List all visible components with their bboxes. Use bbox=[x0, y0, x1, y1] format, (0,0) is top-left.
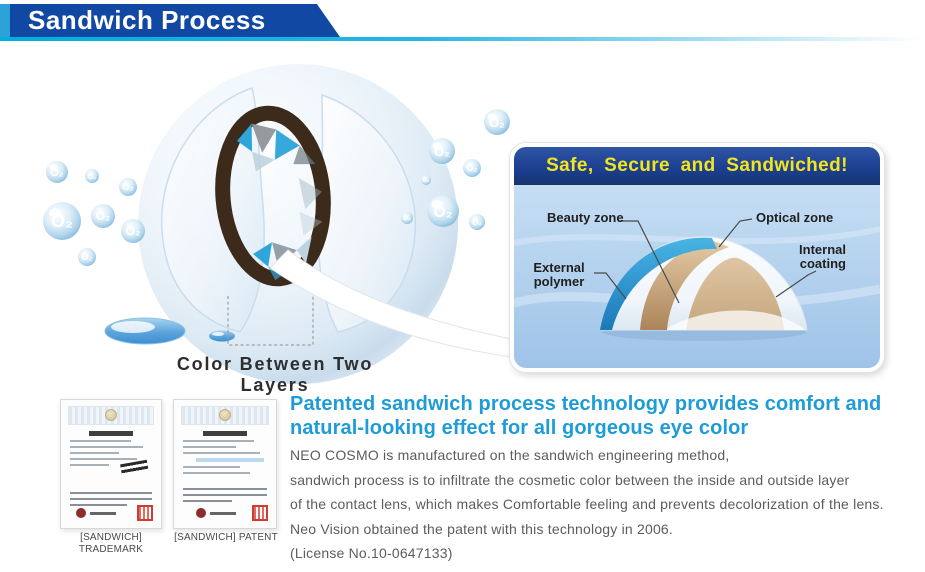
article-heading: Patented sandwich process technology pro… bbox=[290, 392, 920, 440]
certificate-title-placeholder bbox=[203, 431, 247, 436]
body-line: sandwich process is to infiltrate the co… bbox=[290, 471, 850, 488]
label-optical-zone: Optical zone bbox=[756, 210, 834, 225]
heading-line: Patented sandwich process technology pro… bbox=[290, 393, 882, 415]
leader-lines bbox=[594, 218, 817, 304]
svg-text:O₂: O₂ bbox=[82, 252, 93, 262]
body-line: of the contact lens, which makes Comfort… bbox=[290, 496, 884, 512]
cert-text-line bbox=[183, 466, 240, 468]
cert-text-line bbox=[183, 446, 236, 448]
body-line: Neo Vision obtained the patent with this… bbox=[290, 520, 673, 537]
svg-text:O₂: O₂ bbox=[126, 224, 141, 238]
svg-text:O₂: O₂ bbox=[96, 209, 111, 223]
certificate-title-placeholder bbox=[89, 431, 133, 436]
o2-bubble: O₂ bbox=[421, 175, 431, 185]
cert-text-line bbox=[183, 494, 267, 496]
cert-text-line bbox=[183, 488, 267, 490]
certificate-caption: [SANDWICH] PATENT bbox=[174, 531, 278, 543]
body-line: (License No.10-0647133) bbox=[290, 545, 453, 561]
o2-bubble: O₂ bbox=[484, 109, 510, 135]
red-seal-stamp bbox=[252, 505, 268, 521]
header-underline bbox=[0, 37, 925, 41]
o2-bubble: O₂ bbox=[85, 169, 99, 183]
cert-text-line bbox=[70, 464, 109, 466]
page-title: Sandwich Process bbox=[28, 5, 266, 35]
panel-body: Beauty zone Optical zone Internal coatin… bbox=[514, 185, 880, 368]
o2-bubble: O₂ bbox=[427, 195, 459, 227]
certificate-guilloche-band bbox=[181, 406, 269, 425]
o2-bubble: O₂ bbox=[46, 161, 68, 183]
info-panel: Safe, Secure and Sandwiched! bbox=[510, 143, 884, 372]
cert-text-line bbox=[70, 440, 131, 442]
o2-bubble: O₂ bbox=[119, 178, 137, 196]
certificate-emblem bbox=[105, 409, 117, 421]
authority-logo bbox=[196, 508, 206, 518]
certificate-guilloche-band bbox=[68, 406, 154, 425]
label-beauty-zone: Beauty zone bbox=[547, 210, 624, 225]
o2-bubble: O₂ bbox=[121, 219, 145, 243]
red-seal-stamp bbox=[137, 505, 153, 521]
cert-text-line bbox=[70, 458, 137, 460]
svg-text:O₂: O₂ bbox=[423, 178, 430, 184]
cert-text-line bbox=[70, 446, 143, 448]
cert-text-line bbox=[183, 472, 250, 474]
o2-bubble: O₂ bbox=[43, 202, 81, 240]
o2-bubble: O₂ bbox=[78, 248, 96, 266]
cert-text-line bbox=[183, 440, 254, 442]
cert-text-line bbox=[183, 500, 232, 502]
cert-text-line bbox=[70, 504, 127, 506]
svg-text:O₂: O₂ bbox=[51, 211, 73, 231]
heading-line: natural-looking effect for all gorgeous … bbox=[290, 417, 749, 439]
o2-bubble: O₂ bbox=[463, 159, 481, 177]
cert-text-line bbox=[70, 452, 119, 454]
svg-text:O₂: O₂ bbox=[403, 215, 411, 222]
svg-text:O₂: O₂ bbox=[489, 115, 505, 130]
o2-bubbles: O₂ O₂ O₂ O₂ O₂ O₂ O₂ O₂ O₂ O₂ O₂ O₂ O₂ O… bbox=[43, 109, 510, 266]
cert-text-line bbox=[183, 452, 260, 454]
cert-text-line bbox=[70, 492, 152, 494]
external-polymer-layer bbox=[600, 237, 717, 330]
iris-ring bbox=[215, 105, 331, 287]
header-accent-bar bbox=[0, 4, 10, 37]
o2-bubble: O₂ bbox=[429, 138, 455, 164]
panel-title: Safe, Secure and Sandwiched! bbox=[546, 155, 848, 176]
header-bar bbox=[10, 4, 340, 37]
svg-text:O₂: O₂ bbox=[88, 174, 97, 181]
authority-logo-text-placeholder bbox=[90, 512, 116, 515]
sandwich-mark-placeholder bbox=[120, 459, 149, 478]
measure-bracket bbox=[227, 296, 314, 346]
svg-text:O₂: O₂ bbox=[434, 144, 450, 159]
certificate-trademark bbox=[60, 399, 162, 529]
certificate-caption: [SANDWICH] TRADEMARK bbox=[78, 531, 144, 555]
svg-text:O₂: O₂ bbox=[50, 167, 64, 179]
illustration-caption: Color Between Two Layers bbox=[176, 354, 374, 395]
article-body: NEO COSMO is manufactured on the sandwic… bbox=[290, 443, 920, 566]
svg-text:O₂: O₂ bbox=[467, 163, 478, 173]
cert-text-line bbox=[70, 498, 152, 500]
label-external-polymer: External polymer bbox=[533, 260, 585, 289]
o2-bubble: O₂ bbox=[469, 214, 485, 230]
authority-logo bbox=[76, 508, 86, 518]
water-droplets bbox=[104, 317, 235, 345]
lens-cross-section-diagram bbox=[514, 218, 880, 341]
label-internal-coating: Internal coating bbox=[799, 242, 846, 271]
beauty-zone-layer bbox=[640, 240, 729, 330]
body-line: NEO COSMO is manufactured on the sandwic… bbox=[290, 447, 730, 463]
authority-logo-text-placeholder bbox=[210, 512, 236, 515]
o2-bubble: O₂ bbox=[91, 204, 115, 228]
cert-highlight-line bbox=[196, 458, 264, 462]
svg-text:O₂: O₂ bbox=[123, 182, 134, 192]
svg-text:O₂: O₂ bbox=[434, 204, 453, 221]
certificate-patent bbox=[173, 399, 277, 529]
o2-bubble: O₂ bbox=[401, 212, 413, 224]
panel-header: Safe, Secure and Sandwiched! bbox=[514, 147, 880, 185]
certificate-emblem bbox=[219, 409, 231, 421]
svg-text:O₂: O₂ bbox=[472, 218, 482, 227]
clear-layer-sheen bbox=[664, 310, 805, 330]
